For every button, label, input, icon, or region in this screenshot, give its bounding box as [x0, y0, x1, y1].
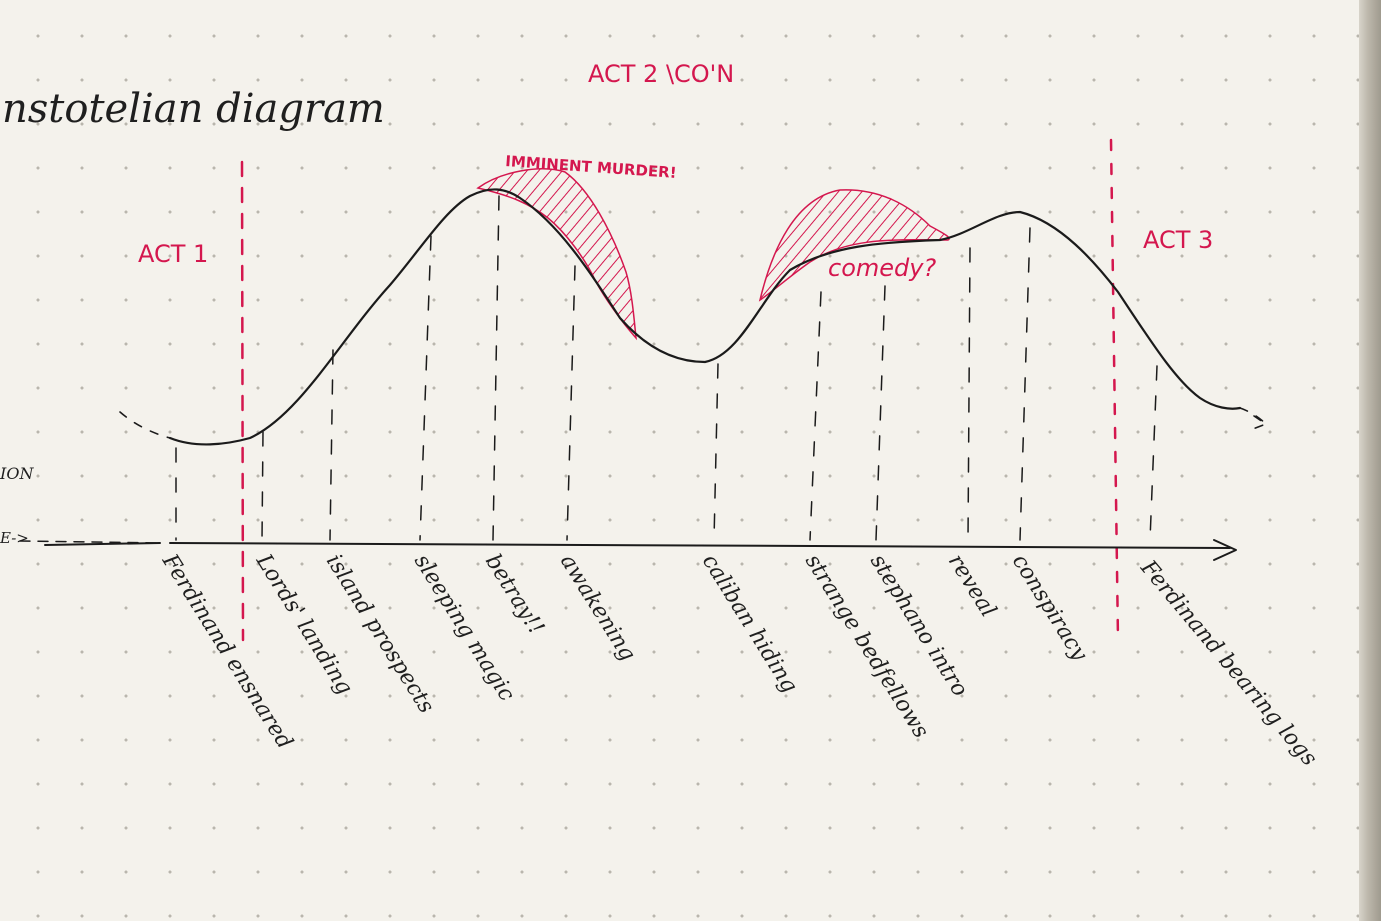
time-axis-arrowhead: [1213, 539, 1237, 561]
act1-divider: [240, 160, 245, 642]
imminent-murder-hatch: [476, 168, 637, 341]
plot-point-label: awakening: [555, 550, 640, 666]
plot-point-label: betray!!: [480, 550, 549, 639]
act2-label: ACT 2 \CO'N: [588, 60, 734, 88]
comedy-annotation: comedy?: [828, 254, 936, 282]
act1-label: ACT 1: [138, 240, 208, 268]
notebook-binding-edge: [1359, 0, 1381, 921]
plot-point-label: strange bedfellows: [800, 550, 933, 743]
diagram-title: nstotelian diagram: [2, 86, 385, 132]
plot-point-label: conspiracy: [1007, 550, 1092, 666]
act3-label: ACT 3: [1143, 226, 1213, 254]
act3-divider: [1109, 138, 1120, 642]
plot-point-labels: Ferdinand ensnared Lords' landing island…: [156, 549, 1321, 771]
x-axis-label-fragment: E->: [0, 529, 29, 547]
time-axis-dashed-start: [19, 540, 161, 544]
plot-point-label: caliban hiding: [697, 550, 802, 698]
plot-point-label: Ferdinand bearing logs: [1135, 555, 1322, 771]
curve-dashed-start: [119, 411, 171, 439]
time-axis: [44, 542, 1231, 549]
story-tension-curve: [168, 188, 1242, 446]
drop-lines: [175, 195, 1158, 541]
plot-point-label: reveal: [943, 550, 1001, 622]
curve-dashed-end: [1239, 407, 1267, 431]
y-axis-label-fragment: ION: [0, 464, 34, 483]
comedy-hatch: [758, 189, 950, 302]
